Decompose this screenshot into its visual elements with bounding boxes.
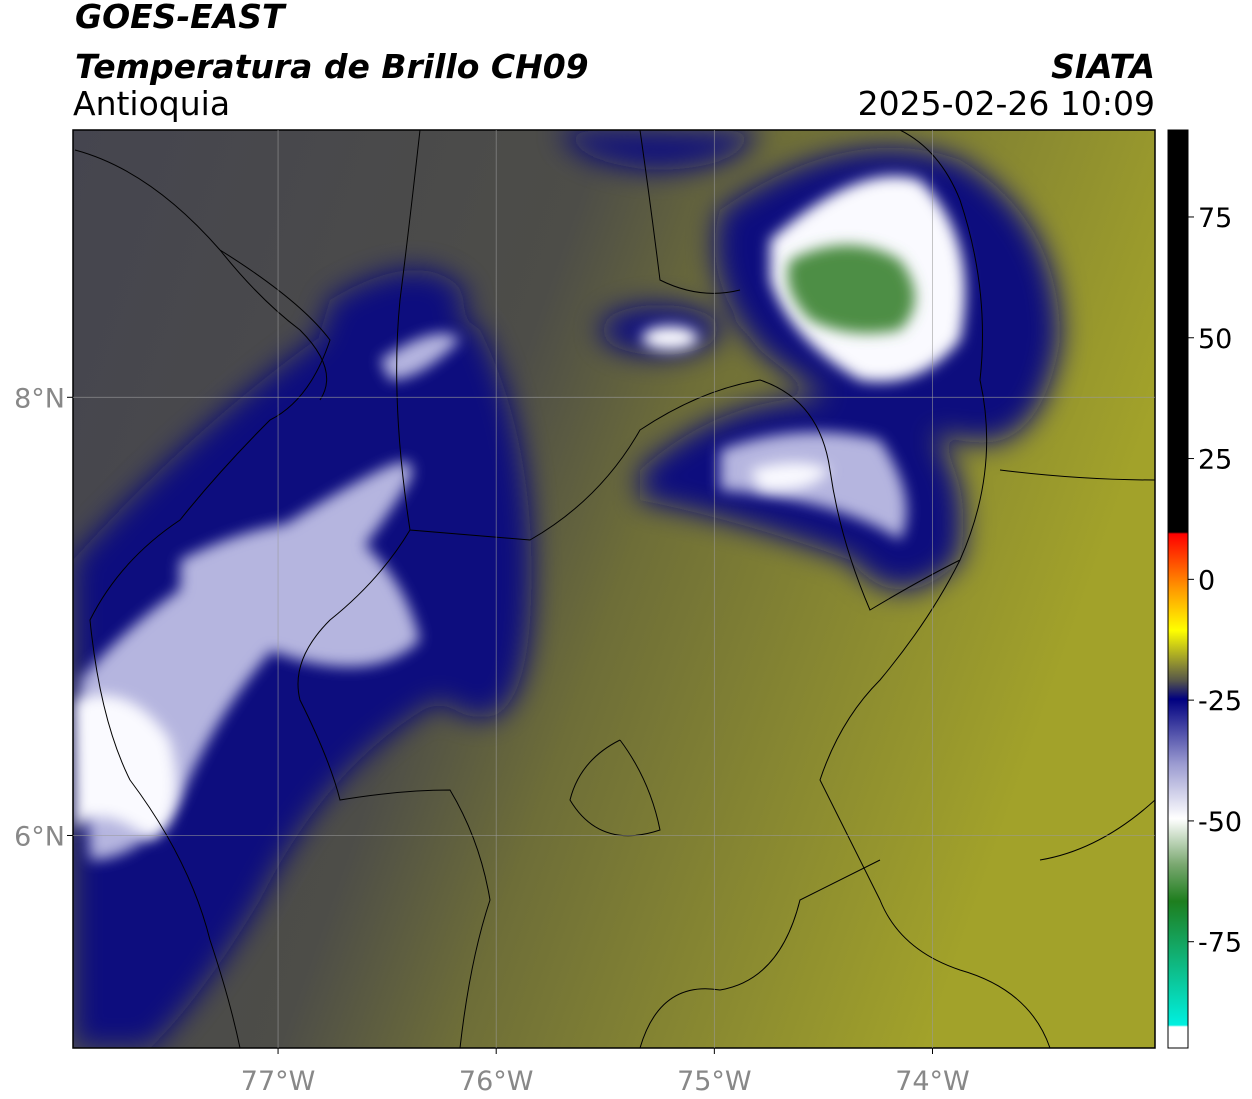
colorbar-tick-label: -50: [1198, 807, 1242, 838]
colorbar-tick-label: -25: [1198, 686, 1242, 717]
colorbar: [1167, 129, 1189, 1049]
datetime: 2025-02-26 10:09: [858, 84, 1155, 123]
x-tick-label: 76°W: [459, 1066, 534, 1097]
title: GOES-EAST: [75, 0, 287, 36]
x-tick-label: 74°W: [895, 1066, 970, 1097]
source: SIATA: [1051, 47, 1155, 86]
colorbar-tick-label: 25: [1198, 445, 1232, 476]
y-tick-label: 6°N: [14, 821, 65, 852]
map-image: [73, 130, 1155, 1048]
x-tick-label: 77°W: [241, 1066, 316, 1097]
region: Antioquia: [73, 84, 230, 123]
x-tick-label: 75°W: [677, 1066, 752, 1097]
map-frame: [72, 129, 1156, 1049]
colorbar-tick-label: 0: [1198, 565, 1215, 596]
colorbar-tick-label: 50: [1198, 324, 1232, 355]
colorbar-tick-label: 75: [1198, 203, 1232, 234]
subtitle: Temperatura de Brillo CH09: [75, 47, 589, 86]
y-tick-label: 8°N: [14, 383, 65, 414]
colorbar-tick-label: -75: [1198, 928, 1242, 959]
